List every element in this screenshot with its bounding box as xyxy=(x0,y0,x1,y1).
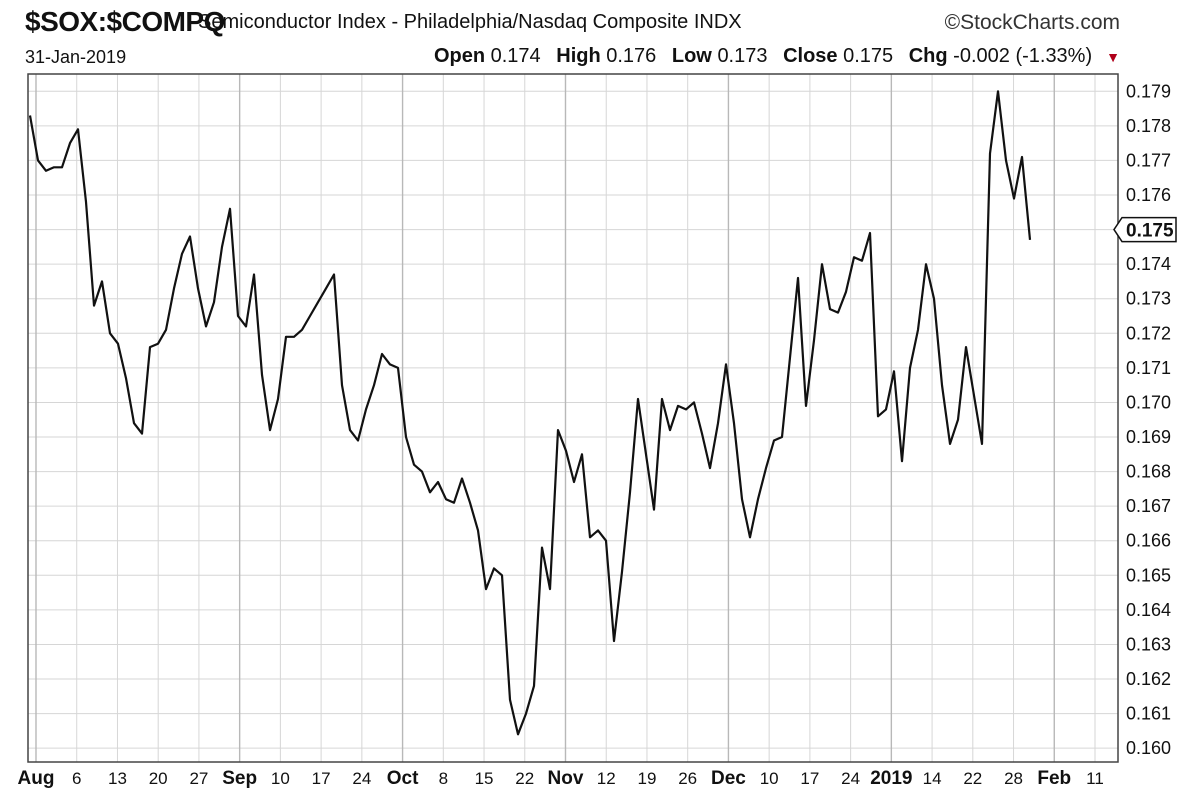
y-tick-label: 0.171 xyxy=(1126,358,1171,378)
x-tick-label: Feb xyxy=(1037,768,1071,789)
x-tick-label: 26 xyxy=(678,769,697,788)
y-tick-label: 0.164 xyxy=(1126,600,1171,620)
x-tick-label: Oct xyxy=(387,768,419,789)
x-tick-label: Aug xyxy=(18,768,55,789)
x-tick-label: 19 xyxy=(638,769,657,788)
y-tick-label: 0.160 xyxy=(1126,738,1171,758)
x-tick-label: 6 xyxy=(72,769,81,788)
ohlc-summary: Open 0.174 High 0.176 Low 0.173 Close 0.… xyxy=(434,45,1120,68)
x-tick-label: Sep xyxy=(222,768,257,789)
last-value-label: 0.175 xyxy=(1126,221,1174,242)
y-tick-label: 0.167 xyxy=(1126,496,1171,516)
x-tick-label: 13 xyxy=(108,769,127,788)
index-description: Semiconductor Index - Philadelphia/Nasda… xyxy=(198,11,742,34)
last-value-marker: 0.175 xyxy=(1113,216,1177,243)
high-value: 0.176 xyxy=(606,45,657,67)
chart-grid xyxy=(28,74,1118,762)
y-tick-label: 0.174 xyxy=(1126,254,1171,274)
close-value: 0.175 xyxy=(843,45,894,67)
x-tick-label: 24 xyxy=(352,769,371,788)
x-tick-label: 28 xyxy=(1004,769,1023,788)
plot-frame xyxy=(27,73,1119,763)
x-tick-label: 22 xyxy=(515,769,534,788)
open-label: Open xyxy=(433,45,486,67)
low-label: Low xyxy=(671,45,712,67)
y-tick-label: 0.172 xyxy=(1126,323,1171,343)
open-value: 0.174 xyxy=(490,45,541,67)
high-label: High xyxy=(556,45,601,67)
x-tick-label: 2019 xyxy=(870,768,912,789)
y-tick-label: 0.177 xyxy=(1126,150,1171,170)
x-tick-label: 10 xyxy=(760,769,779,788)
x-tick-label: 20 xyxy=(149,769,168,788)
ratio-line xyxy=(28,90,1032,736)
description-text: Semiconductor Index - Philadelphia/Nasda… xyxy=(198,11,689,33)
y-tick-label: 0.161 xyxy=(1126,704,1171,724)
x-tick-label: 10 xyxy=(271,769,290,788)
x-tick-label: Nov xyxy=(548,768,584,789)
down-arrow-icon: ▼ xyxy=(1106,49,1120,65)
x-tick-label: 11 xyxy=(1086,769,1104,788)
y-tick-label: 0.170 xyxy=(1126,392,1171,412)
y-tick-label: 0.173 xyxy=(1126,289,1171,309)
x-axis: Aug 6 13 20 27 Sep 10 17 24 Oct 8 15 22 Nov 12 19 26 Dec 1… xyxy=(18,768,1104,789)
x-tick-label: 8 xyxy=(439,769,448,788)
x-tick-label: 17 xyxy=(312,769,331,788)
chg-label: Chg xyxy=(908,45,948,67)
y-tick-label: 0.165 xyxy=(1126,565,1171,585)
close-label: Close xyxy=(783,45,838,67)
y-tick-label: 0.169 xyxy=(1126,427,1171,447)
x-tick-label: 14 xyxy=(923,769,942,788)
chart-header: $SOX:$COMPQ Semiconductor Index - Philad… xyxy=(0,0,1200,74)
x-tick-label: 15 xyxy=(475,769,494,788)
exchange-code: INDX xyxy=(693,11,742,33)
brand-watermark: ©StockCharts.com xyxy=(944,11,1120,34)
y-tick-label: 0.168 xyxy=(1126,462,1171,482)
last-value-tag xyxy=(1113,216,1177,243)
x-tick-label: Dec xyxy=(711,768,746,789)
ticker-symbol: $SOX:$COMPQ xyxy=(25,6,225,37)
y-tick-label: 0.163 xyxy=(1126,634,1171,654)
y-tick-label: 0.166 xyxy=(1126,531,1171,551)
low-value: 0.173 xyxy=(717,45,768,67)
x-tick-label: 12 xyxy=(597,769,616,788)
chg-value: -0.002 (-1.33%) xyxy=(953,45,1093,67)
y-axis: 0.160 0.161 0.162 0.163 0.164 0.165 0.166 0.167… xyxy=(1126,81,1171,758)
x-tick-label: 22 xyxy=(963,769,982,788)
x-tick-label: 17 xyxy=(800,769,819,788)
y-tick-label: 0.179 xyxy=(1126,81,1171,101)
y-tick-label: 0.178 xyxy=(1126,116,1171,136)
quote-date: 31-Jan-2019 xyxy=(25,47,127,67)
x-tick-label: 24 xyxy=(841,769,860,788)
x-tick-label: 27 xyxy=(189,769,208,788)
y-tick-label: 0.162 xyxy=(1126,669,1171,689)
y-tick-label: 0.176 xyxy=(1126,185,1171,205)
